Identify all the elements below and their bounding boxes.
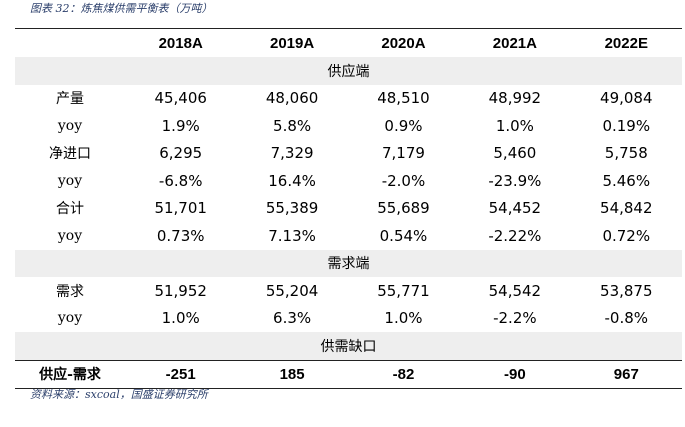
value-cell: 53,875 [600, 281, 653, 300]
value-cell: 5.8% [273, 116, 312, 135]
value-cell: 0.54% [379, 226, 428, 245]
value-cell: -2.2% [493, 309, 537, 328]
table-row: yoy 1.9% 5.8% 0.9% 1.0% 0.19% [15, 112, 682, 140]
value-cell: 55,771 [377, 281, 430, 300]
section-label: 需求端 [15, 249, 682, 277]
value-cell: 48,992 [488, 89, 542, 108]
value-cell: -0.8% [604, 309, 649, 328]
row-label: yoy [57, 310, 83, 327]
value-cell: 1.9% [161, 116, 200, 135]
corner-cell [15, 28, 125, 57]
value-cell: 5,758 [604, 144, 648, 163]
table-row: 合计 51,701 55,389 55,689 54,452 54,842 [15, 195, 682, 223]
value-cell: 54,842 [600, 199, 653, 218]
row-label: yoy [57, 172, 83, 189]
value-cell: 5,460 [493, 144, 537, 163]
section-label: 供需缺口 [15, 332, 682, 360]
table-body: 供应端产量 45,406 48,060 48,510 48,992 49,084 yoy 1.… [15, 57, 682, 389]
value-cell: -90 [459, 359, 571, 389]
value-cell: 1.0% [495, 116, 534, 135]
value-cell: 0.19% [602, 116, 651, 135]
table-row: 供应端 [15, 57, 682, 85]
value-cell: 48,510 [377, 89, 430, 108]
value-cell: 0.72% [602, 226, 651, 245]
table-row: 供应-需求 -251 185 -82 -90 967 [15, 359, 682, 389]
value-cell: -251 [125, 359, 237, 389]
value-cell: 16.4% [268, 171, 316, 190]
value-cell: 967 [570, 359, 682, 389]
column-header: 2022E [570, 28, 682, 57]
value-cell: 6.3% [273, 309, 312, 328]
header-row: 2018A 2019A 2020A 2021A 2022E [15, 28, 682, 57]
value-cell: 5.46% [602, 171, 651, 190]
value-cell: 1.0% [161, 309, 200, 328]
row-label: 净进口 [49, 146, 91, 163]
table-header: 2018A 2019A 2020A 2021A 2022E [15, 28, 682, 57]
value-cell: 7,179 [382, 144, 425, 163]
value-cell: 55,389 [265, 199, 319, 218]
value-cell: 45,406 [154, 89, 207, 108]
table-row: yoy 0.73% 7.13% 0.54% -2.22% 0.72% [15, 222, 682, 250]
column-header: 2021A [459, 28, 571, 57]
table-row: yoy -6.8% 16.4% -2.0% -23.9% 5.46% [15, 167, 682, 195]
value-cell: 55,204 [265, 281, 319, 300]
value-cell: -6.8% [158, 171, 203, 190]
value-cell: 48,060 [265, 89, 319, 108]
section-label: 供应端 [15, 57, 682, 85]
column-header: 2020A [347, 28, 460, 57]
table-row: 需求端 [15, 249, 682, 277]
table-row: 产量 45,406 48,060 48,510 48,992 49,084 [15, 85, 682, 113]
table-row: 净进口 6,295 7,329 7,179 5,460 5,758 [15, 140, 682, 168]
value-cell: 54,452 [488, 199, 542, 218]
value-cell: 7,329 [270, 144, 314, 163]
row-label: yoy [57, 227, 83, 244]
source-note: 资料来源：sxcoal，国盛证券研究所 [30, 388, 208, 401]
caption: 图表 32：炼焦煤供需平衡表（万吨） [30, 2, 213, 15]
value-cell: -23.9% [488, 171, 542, 190]
value-cell: 49,084 [600, 89, 653, 108]
column-header: 2019A [236, 28, 348, 57]
balance-table: 2018A 2019A 2020A 2021A 2022E 供应端产量 45,406 48,… [15, 28, 682, 389]
value-cell: 6,295 [159, 144, 203, 163]
value-cell: -2.22% [488, 226, 542, 245]
table-row: 供需缺口 [15, 332, 682, 360]
value-cell: 55,689 [377, 199, 430, 218]
row-label: yoy [57, 117, 83, 134]
value-cell: 54,542 [488, 281, 542, 300]
value-cell: 0.73% [156, 226, 205, 245]
value-cell: -2.0% [381, 171, 426, 190]
value-cell: 7.13% [268, 226, 316, 245]
column-header: 2018A [125, 28, 237, 57]
value-cell: -82 [347, 359, 460, 389]
value-cell: 51,952 [154, 281, 207, 300]
value-cell: 1.0% [384, 309, 423, 328]
table-row: yoy 1.0% 6.3% 1.0% -2.2% -0.8% [15, 305, 682, 333]
value-cell: 0.9% [384, 116, 423, 135]
row-label: 需求 [56, 283, 84, 300]
row-label: 供应-需求 [15, 359, 125, 389]
value-cell: 185 [236, 359, 348, 389]
table-row: 需求 51,952 55,204 55,771 54,542 53,875 [15, 277, 682, 305]
row-label: 合计 [56, 201, 84, 218]
value-cell: 51,701 [154, 199, 207, 218]
row-label: 产量 [56, 91, 84, 108]
